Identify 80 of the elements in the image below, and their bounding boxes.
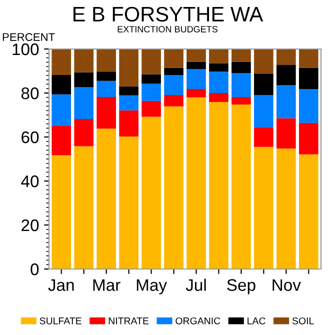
bar <box>142 100 161 117</box>
x-tick-label: Nov <box>272 279 301 291</box>
y-tick-label: 40 <box>21 175 39 188</box>
bar <box>164 74 184 95</box>
bar <box>298 49 318 68</box>
x-tick-label: Jan <box>48 279 74 291</box>
bar <box>119 49 138 86</box>
bar <box>96 49 116 72</box>
chart-title: E B FORSYTHE WA <box>74 6 264 22</box>
bar <box>186 69 206 90</box>
legend-label: LAC <box>248 317 266 324</box>
y-axis-title: PERCENT <box>2 33 55 41</box>
bar <box>232 96 251 104</box>
bar <box>276 148 296 269</box>
bar <box>276 85 296 118</box>
bar <box>52 126 72 156</box>
bar <box>276 118 296 148</box>
bar <box>74 146 94 269</box>
bar <box>209 102 228 269</box>
bar <box>164 106 184 269</box>
bar <box>298 154 318 269</box>
legend-label: SOIL <box>292 317 314 324</box>
bar <box>119 110 138 137</box>
bar <box>232 49 251 62</box>
bar <box>119 86 138 96</box>
bar <box>209 93 228 102</box>
bar <box>74 72 94 88</box>
x-tick-label: Mar <box>93 279 120 291</box>
bar <box>254 94 274 128</box>
bar <box>232 62 251 73</box>
y-tick-label: 60 <box>22 131 39 144</box>
legend-label: NITRATE <box>108 318 149 324</box>
bar <box>186 97 206 269</box>
bar <box>186 89 206 98</box>
bar <box>52 74 72 94</box>
bar <box>209 72 228 93</box>
bar <box>96 96 116 129</box>
bar <box>298 122 318 154</box>
bar <box>74 118 94 146</box>
bar <box>142 116 161 269</box>
bar <box>298 68 318 90</box>
bar <box>164 49 184 68</box>
bar <box>52 49 72 75</box>
x-tick-label: Sep <box>227 279 256 294</box>
bar <box>276 49 296 66</box>
y-tick-label: 80 <box>21 87 39 100</box>
y-tick-label: 100 <box>12 43 39 56</box>
chart-subtitle: EXTINCTION BUDGETS <box>118 26 218 32</box>
bar <box>96 80 116 97</box>
bar <box>119 136 138 269</box>
bar <box>254 74 274 95</box>
bar <box>186 62 206 70</box>
bar <box>74 87 94 119</box>
bar <box>96 128 116 269</box>
y-tick-label: 20 <box>22 219 39 232</box>
bar <box>74 49 94 72</box>
bar <box>142 84 161 101</box>
bar <box>52 155 72 269</box>
legend-label: ORGANIC <box>176 317 220 324</box>
bar <box>209 49 228 64</box>
legend-label: SULFATE <box>40 317 82 324</box>
bar <box>209 63 228 72</box>
bar <box>276 65 296 86</box>
bar <box>254 49 274 74</box>
bar <box>164 68 184 75</box>
bar <box>186 49 206 62</box>
bar <box>142 74 161 84</box>
bar <box>298 89 318 123</box>
bar <box>254 146 274 269</box>
bar <box>254 127 274 147</box>
x-tick-label: Jul <box>186 278 206 291</box>
bar <box>164 94 184 106</box>
bar <box>119 95 138 110</box>
bar <box>96 72 116 81</box>
bar <box>232 72 251 97</box>
y-tick-label: 0 <box>30 263 39 276</box>
bar <box>52 94 72 126</box>
bar <box>232 104 251 269</box>
x-tick-label: May <box>136 279 167 294</box>
bar <box>142 49 161 74</box>
